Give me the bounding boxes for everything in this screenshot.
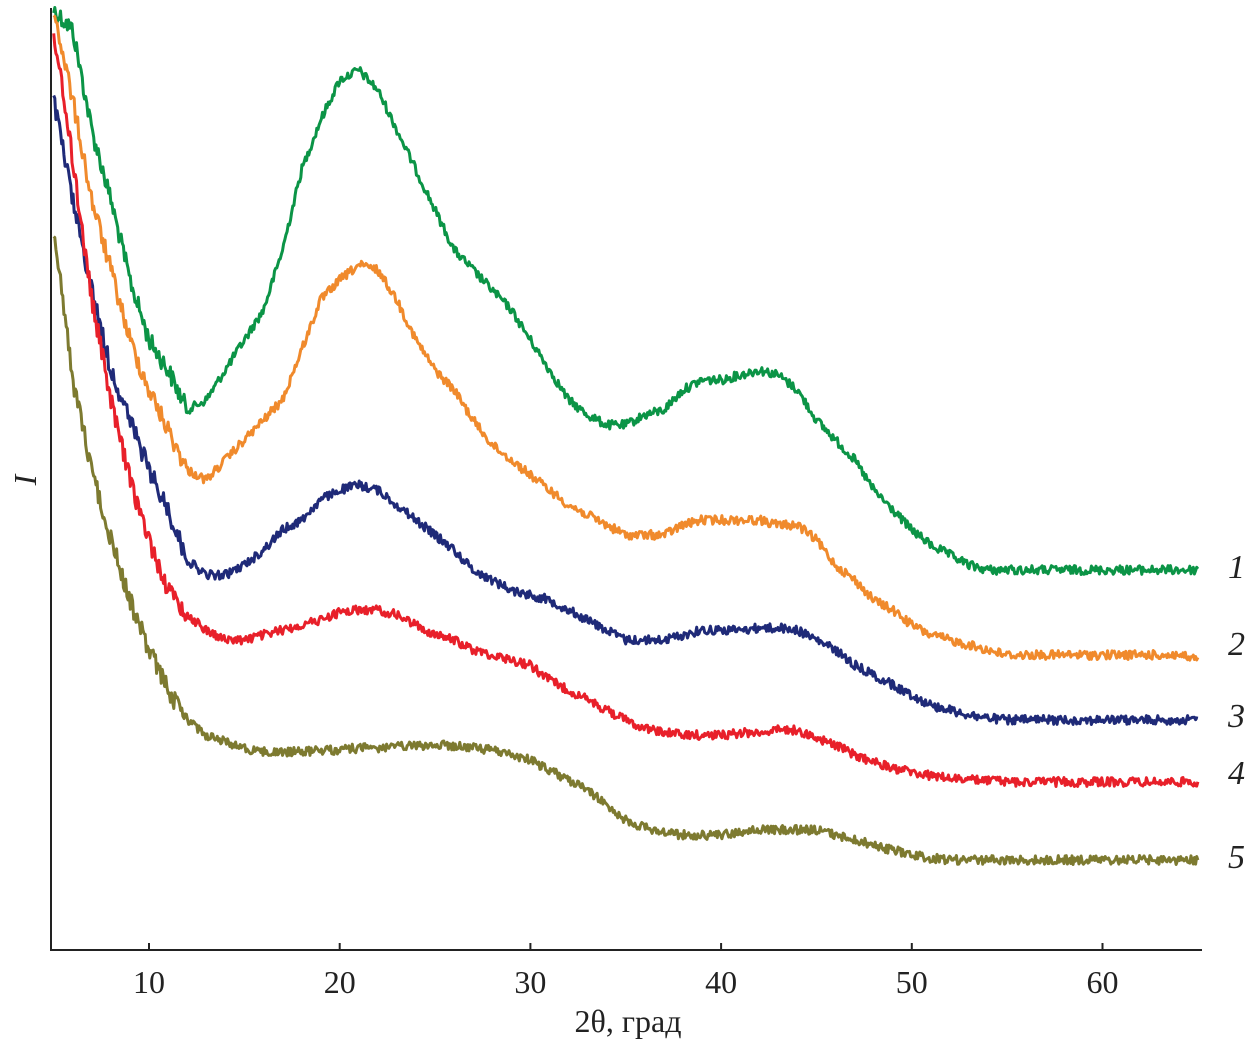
x-axis-label: 2θ, град	[575, 1003, 682, 1039]
series-label-1: 1	[1228, 549, 1245, 586]
x-tick-label: 10	[133, 964, 165, 1000]
y-axis-label: I	[7, 473, 43, 486]
series-label-3: 3	[1227, 698, 1245, 735]
x-ticks: 10 20 30 40 50 60	[133, 943, 1119, 1000]
series-label-5: 5	[1228, 839, 1245, 876]
series-label-2: 2	[1228, 626, 1245, 663]
x-tick-label: 60	[1087, 964, 1119, 1000]
series-line-4	[52, 33, 1200, 788]
series-labels: 1 2 3 4 5	[1227, 549, 1245, 876]
x-tick-label: 40	[705, 964, 737, 1000]
series-line-2	[52, 14, 1200, 662]
series-line-5	[52, 235, 1200, 866]
x-tick-label: 30	[514, 964, 546, 1000]
series-line-1	[52, 6, 1200, 576]
series-label-4: 4	[1228, 755, 1245, 792]
x-tick-label: 50	[896, 964, 928, 1000]
series-layer	[52, 6, 1200, 866]
x-tick-label: 20	[324, 964, 356, 1000]
series-line-3	[52, 94, 1199, 726]
